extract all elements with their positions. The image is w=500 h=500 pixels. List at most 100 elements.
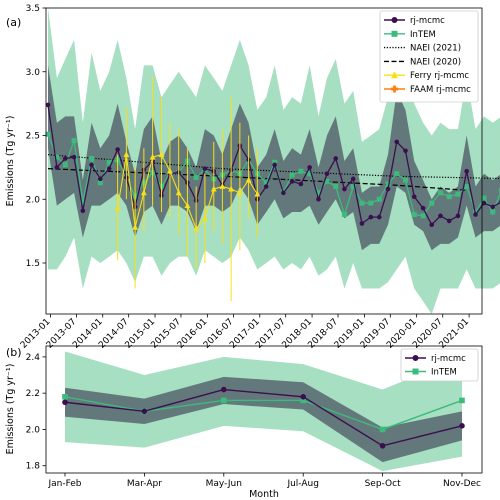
rj-mcmc-point (89, 163, 94, 168)
intem-point (62, 394, 68, 400)
rj-mcmc-point (98, 177, 103, 182)
panel-a-ylabel: Emissions (Tg yr⁻¹) (5, 116, 16, 207)
rj-mcmc-point (464, 169, 469, 174)
rj-mcmc-point (342, 187, 347, 192)
panel-b-xlabel: Month (249, 489, 279, 500)
rj-mcmc-point (316, 197, 321, 202)
intem-point (368, 201, 373, 206)
y-tick-label: 2.2 (26, 389, 40, 399)
intem-point (447, 194, 452, 199)
intem-point (412, 212, 417, 217)
x-tick-label: Nov-Dec (443, 479, 481, 489)
rj-mcmc-point (62, 399, 68, 405)
rj-mcmc-point (142, 409, 148, 415)
intem-point (394, 171, 399, 176)
intem-point (221, 398, 227, 404)
rj-mcmc-point (63, 156, 68, 161)
rj-mcmc-point (272, 163, 277, 168)
intem-point (429, 201, 434, 206)
intem-point (380, 427, 386, 433)
legend-swatch-marker (413, 355, 419, 361)
intem-point (194, 175, 199, 180)
y-tick-label: 1.5 (26, 259, 40, 269)
legend-label: FAAM rj-mcmc (410, 85, 471, 95)
legend-label: InTEM (410, 30, 436, 40)
y-tick-label: 2.5 (26, 132, 40, 142)
rj-mcmc-point (412, 194, 417, 199)
panel-b: 1.8 2.0 2.2 2.4 Jan-Feb Mar-Apr May-Jun Jul-Au… (5, 346, 482, 500)
intem-point (455, 192, 460, 197)
rj-mcmc-point (377, 215, 382, 220)
rj-mcmc-point (351, 177, 356, 182)
x-tick-label: Sep-Oct (365, 479, 401, 489)
rj-mcmc-point (360, 221, 365, 226)
rj-mcmc-point (290, 179, 295, 184)
rj-mcmc-point (456, 214, 461, 219)
x-tick-label: Jul-Aug (286, 479, 318, 489)
legend-swatch-marker (413, 369, 419, 375)
legend-label: NAEI (2021) (410, 44, 461, 54)
intem-point (342, 212, 347, 217)
rj-mcmc-point (107, 166, 112, 171)
intem-point (298, 169, 303, 174)
legend-swatch-marker (392, 31, 398, 37)
rj-mcmc-point (264, 184, 269, 189)
rj-mcmc-point (300, 394, 306, 400)
x-tick-label: May-Jun (206, 479, 242, 489)
y-tick-label: 2.0 (26, 425, 41, 435)
rj-mcmc-point (394, 140, 399, 145)
intem-point (464, 184, 469, 189)
rj-mcmc-point (299, 182, 304, 187)
intem-point (89, 156, 94, 161)
rj-mcmc-point (447, 219, 452, 224)
intem-point (359, 201, 364, 206)
rj-mcmc-point (459, 423, 465, 429)
panel-b-ylabel: Emissions (Tg yr⁻¹) (5, 364, 16, 455)
intem-point (72, 138, 77, 143)
rj-mcmc-point (221, 387, 227, 393)
panel-a-label: (a) (6, 16, 21, 29)
rj-mcmc-point (325, 171, 330, 176)
rj-mcmc-point (72, 155, 77, 160)
rj-mcmc-point (307, 165, 312, 170)
y-tick-label: 3.5 (26, 4, 40, 14)
rj-mcmc-point (115, 147, 120, 152)
rj-mcmc-point (380, 443, 386, 449)
panel-b-legend: rj-mcmc InTEM (401, 349, 478, 381)
rj-mcmc-point (281, 191, 286, 196)
intem-point (421, 213, 426, 218)
panel-a: 1.52.02.53.03.5 2013-012013-072014-01201… (5, 4, 500, 351)
intem-point (490, 210, 495, 215)
y-tick-label: 3.0 (26, 68, 41, 78)
rj-mcmc-point (438, 214, 443, 219)
rj-mcmc-point (203, 166, 208, 171)
panel-a-legend: rj-mcmc InTEM NAEI (2021) NAEI (2020) Ferry … (380, 11, 478, 102)
rj-mcmc-point (429, 222, 434, 227)
rj-mcmc-point (81, 208, 86, 213)
legend-label: Ferry rj-mcmc (410, 71, 469, 81)
intem-point (438, 190, 443, 195)
intem-point (333, 184, 338, 189)
rj-mcmc-point (403, 149, 408, 154)
legend-label: InTEM (431, 368, 457, 378)
rj-mcmc-point (55, 165, 60, 170)
intem-point (290, 173, 295, 178)
intem-point (459, 398, 465, 404)
y-tick-label: 2.4 (26, 353, 41, 363)
intem-point (377, 197, 382, 202)
y-tick-label: 1.8 (26, 462, 41, 472)
y-tick-label: 2.0 (26, 195, 41, 205)
legend-label: rj-mcmc (431, 354, 466, 364)
rj-mcmc-point (369, 215, 374, 220)
x-tick-label: Mar-Apr (127, 479, 162, 489)
rj-mcmc-point (473, 212, 478, 217)
legend-swatch-marker (392, 17, 398, 23)
panel-b-label: (b) (6, 346, 22, 359)
rj-mcmc-point (386, 187, 391, 192)
rj-mcmc-point (490, 205, 495, 210)
intem-point (63, 162, 68, 167)
legend-label: NAEI (2020) (410, 57, 461, 67)
x-tick-label: Jan-Feb (47, 479, 81, 489)
rj-mcmc-point (333, 156, 338, 161)
